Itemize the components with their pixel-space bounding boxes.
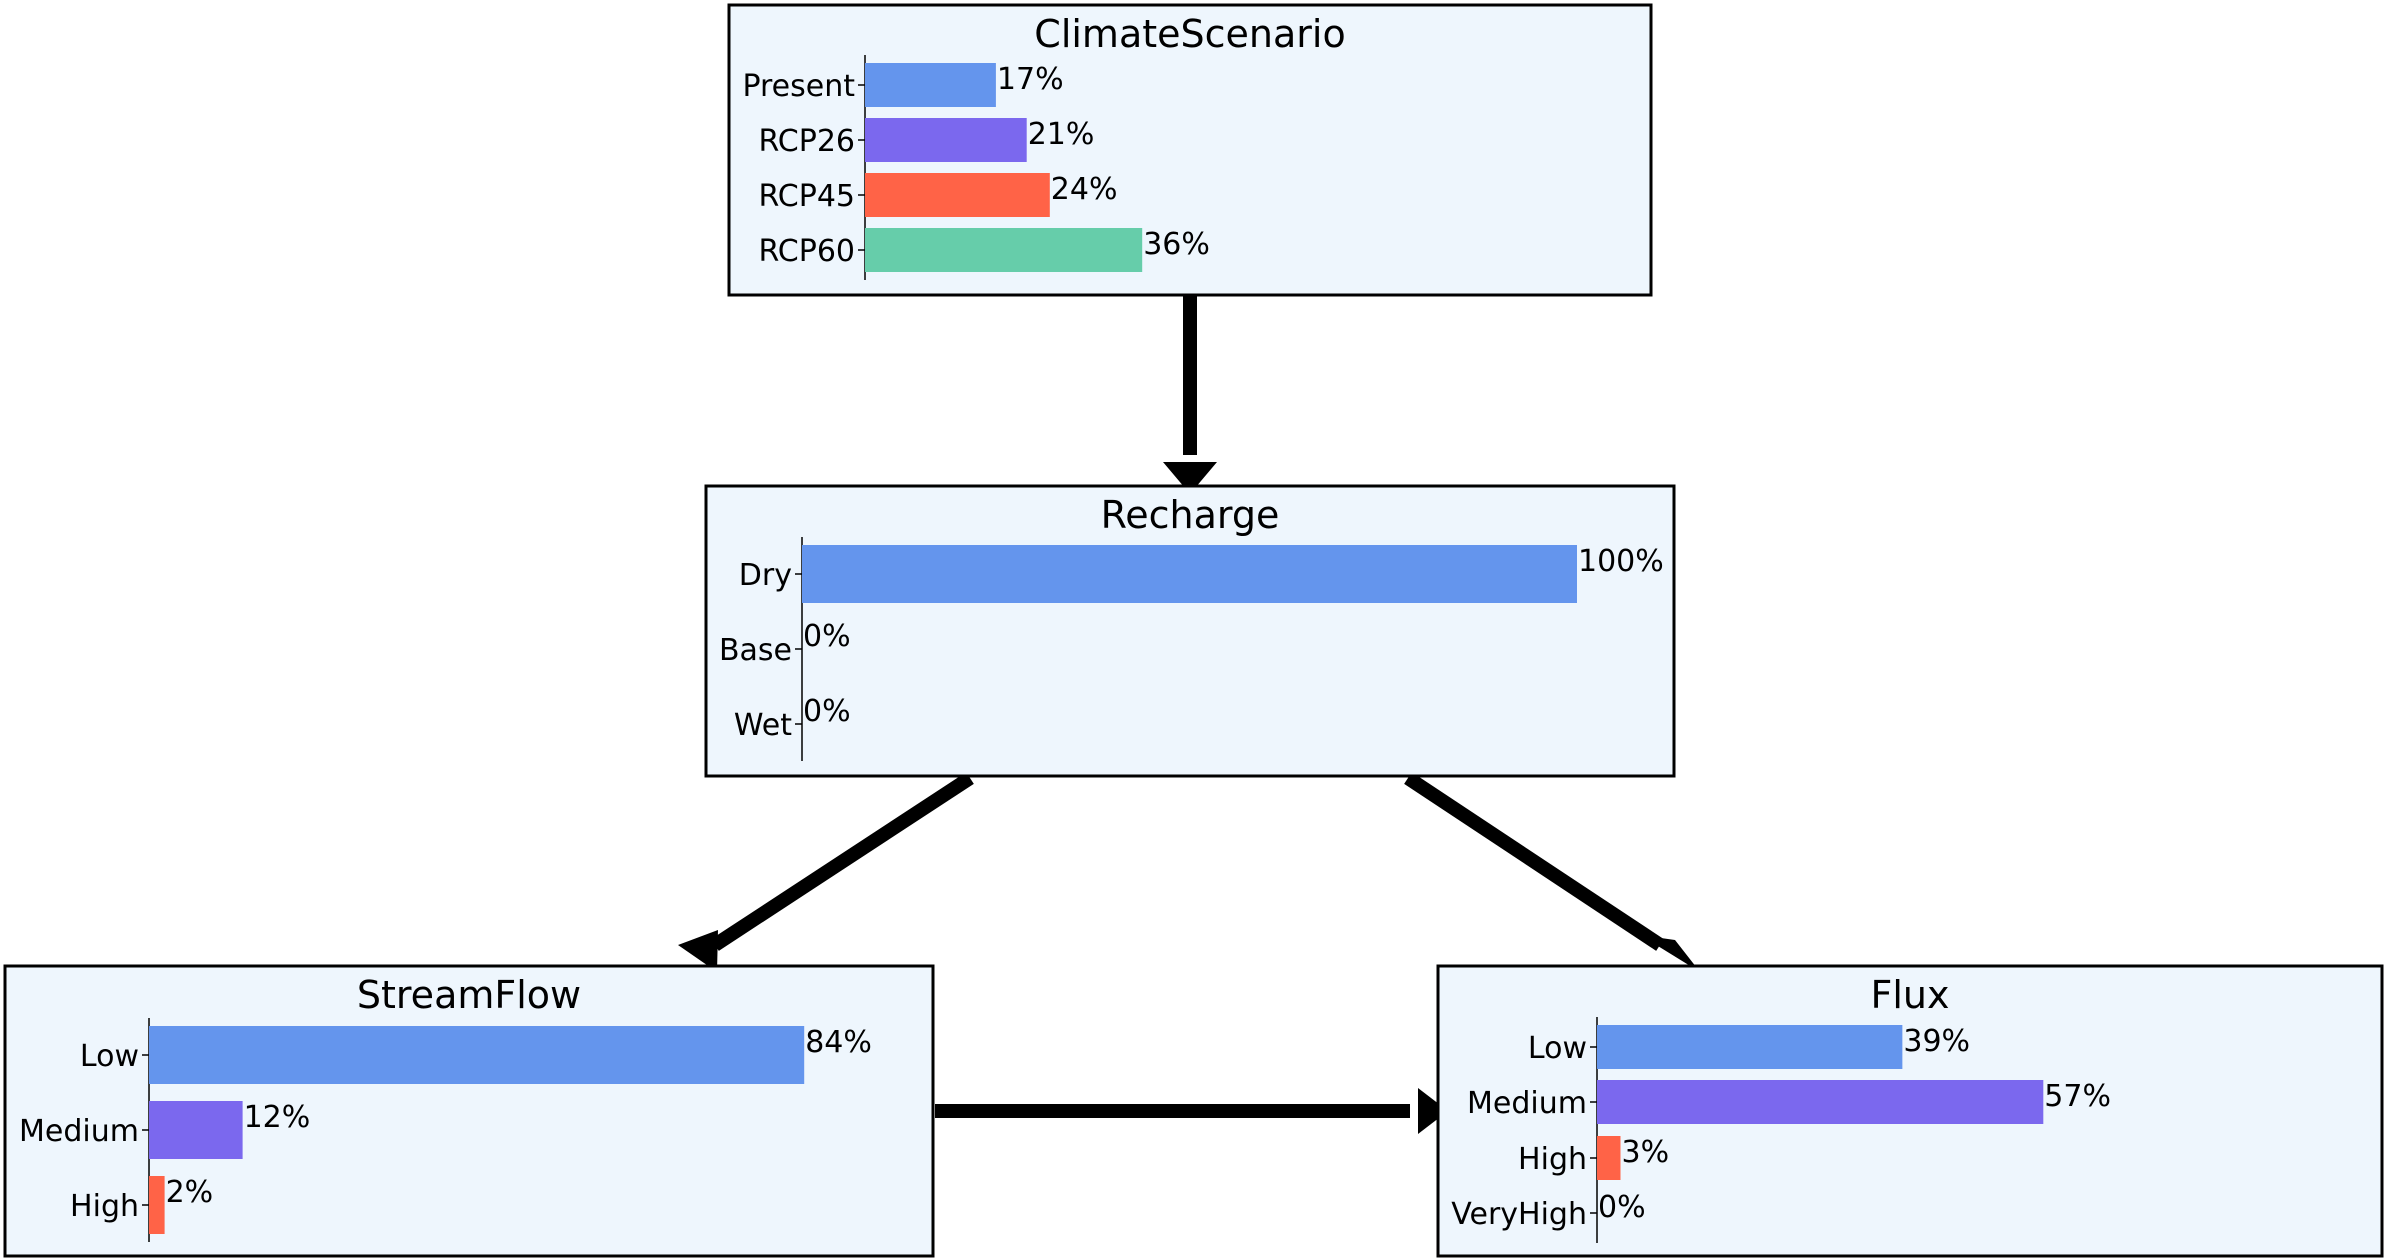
node-title: Flux bbox=[1871, 973, 1950, 1017]
probability-value: 0% bbox=[1598, 1190, 1646, 1225]
arrow-head-icon bbox=[1640, 935, 1700, 972]
probability-bar bbox=[1597, 1025, 1903, 1069]
state-label: RCP60 bbox=[758, 234, 855, 269]
probability-value: 12% bbox=[244, 1100, 311, 1135]
state-label: Present bbox=[742, 69, 855, 104]
probability-value: 0% bbox=[803, 694, 851, 729]
probability-value: 3% bbox=[1621, 1135, 1669, 1170]
probability-value: 57% bbox=[2044, 1079, 2111, 1114]
node-streamflow: StreamFlow Low 84% Medium 12% High 2% bbox=[3, 964, 935, 1258]
arrow-head-icon bbox=[1163, 462, 1217, 494]
state-label: Base bbox=[719, 633, 792, 668]
state-label: Dry bbox=[739, 558, 792, 593]
probability-value: 100% bbox=[1578, 544, 1664, 579]
state-label: RCP45 bbox=[758, 179, 855, 214]
probability-value: 36% bbox=[1143, 227, 1210, 262]
edge-climatescenario-to-recharge bbox=[1163, 296, 1217, 494]
arrow-head-icon bbox=[678, 930, 718, 972]
probability-value: 17% bbox=[997, 62, 1064, 97]
probability-bar bbox=[1597, 1136, 1621, 1180]
probability-value: 84% bbox=[805, 1025, 872, 1060]
probability-bar bbox=[865, 228, 1143, 272]
probability-value: 0% bbox=[803, 619, 851, 654]
state-label: Wet bbox=[734, 708, 792, 743]
probability-value: 39% bbox=[1903, 1024, 1970, 1059]
probability-bar bbox=[865, 173, 1050, 217]
probability-bar bbox=[865, 63, 996, 107]
probability-bar bbox=[865, 118, 1027, 162]
edge-line bbox=[711, 772, 974, 951]
probability-bar bbox=[1597, 1080, 2044, 1124]
state-label: High bbox=[70, 1189, 139, 1224]
node-flux: Flux Low 39% Medium 57% High 3% VeryHigh 0% bbox=[1436, 964, 2384, 1258]
nodes-layer: ClimateScenario Present 17% RCP26 21% RCP45 24… bbox=[3, 3, 2384, 1258]
state-label: Medium bbox=[19, 1114, 139, 1149]
node-climatescenario: ClimateScenario Present 17% RCP26 21% RCP45 24… bbox=[727, 3, 1653, 297]
probability-value: 24% bbox=[1051, 172, 1118, 207]
edge-streamflow-to-flux bbox=[935, 1088, 1448, 1134]
probability-bar bbox=[802, 545, 1577, 603]
state-label: Medium bbox=[1467, 1086, 1587, 1121]
state-label: High bbox=[1518, 1142, 1587, 1177]
state-label: VeryHigh bbox=[1451, 1197, 1587, 1232]
node-title: StreamFlow bbox=[357, 973, 581, 1017]
probability-bar bbox=[149, 1101, 243, 1159]
node-title: ClimateScenario bbox=[1034, 12, 1345, 56]
edges-layer bbox=[678, 296, 1700, 1134]
state-label: RCP26 bbox=[758, 124, 855, 159]
probability-bar bbox=[149, 1176, 165, 1234]
edge-recharge-to-flux bbox=[1404, 772, 1700, 972]
probability-value: 2% bbox=[166, 1175, 214, 1210]
state-label: Low bbox=[80, 1039, 139, 1074]
arrow-head-icon bbox=[1418, 1088, 1448, 1134]
probability-bar bbox=[149, 1026, 805, 1084]
state-label: Low bbox=[1528, 1031, 1587, 1066]
edge-recharge-to-streamflow bbox=[678, 772, 974, 972]
edge-line bbox=[1404, 772, 1664, 951]
probability-value: 21% bbox=[1028, 117, 1095, 152]
node-recharge: Recharge Dry 100% Base 0% Wet 0% bbox=[704, 484, 1676, 778]
node-box bbox=[704, 484, 1676, 778]
node-title: Recharge bbox=[1101, 493, 1280, 537]
